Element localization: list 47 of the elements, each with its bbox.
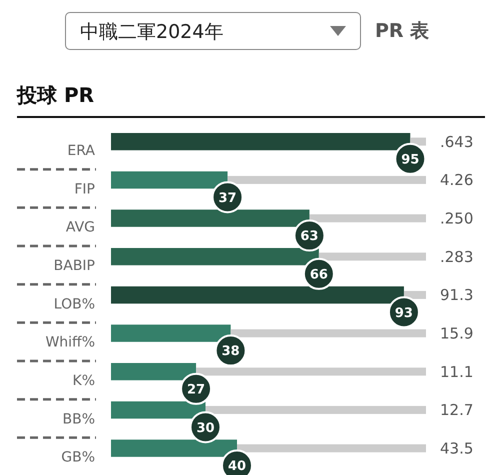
text: 11.1 [440, 362, 474, 381]
text: 12.7 [440, 401, 474, 420]
bar [111, 248, 319, 266]
data-label: 95 [401, 152, 420, 168]
y-tick-label: K% [72, 373, 95, 390]
bar [228, 176, 426, 184]
bar [309, 214, 426, 222]
bar [206, 406, 426, 414]
bar [111, 401, 206, 419]
bar [318, 252, 426, 261]
bar [230, 329, 426, 338]
data-label: 38 [222, 344, 240, 360]
y-tick-label: BB% [62, 411, 95, 428]
text: .250 [440, 210, 474, 228]
y-tick-label: ERA [67, 143, 96, 160]
bar [196, 368, 426, 376]
text: .283 [440, 248, 474, 266]
bar [237, 444, 426, 452]
text: 43.5 [440, 440, 474, 458]
text: 4.26 [440, 171, 474, 190]
data-label: 66 [310, 267, 328, 282]
text: .643 [440, 132, 474, 151]
data-label: 93 [394, 306, 413, 321]
data-label: 40 [228, 459, 246, 474]
y-tick-label: BABIP [54, 258, 95, 274]
bar [111, 210, 310, 227]
y-tick-label: AVG [66, 220, 95, 236]
bar [111, 133, 410, 150]
chart-title: 投球 PR [17, 82, 94, 109]
data-label: 63 [300, 229, 318, 244]
text: 15.9 [440, 324, 474, 343]
bar [111, 440, 237, 457]
bar [111, 286, 404, 304]
y-tick-label: FIP [74, 181, 95, 198]
y-tick-label: LOB% [54, 296, 95, 312]
text: PR 表 [375, 19, 430, 44]
dropdown-field: 中職二軍2024年 [65, 12, 361, 50]
bar [111, 363, 196, 380]
text: 91.3 [440, 286, 474, 304]
bar [404, 290, 426, 299]
bar [111, 171, 228, 189]
y-tick-label: GB% [61, 450, 95, 466]
data-label: 30 [196, 420, 215, 436]
bar [111, 324, 231, 342]
y-tick-label: Whiff% [45, 334, 95, 351]
data-label: 37 [218, 190, 237, 206]
data-label: 27 [187, 382, 206, 398]
